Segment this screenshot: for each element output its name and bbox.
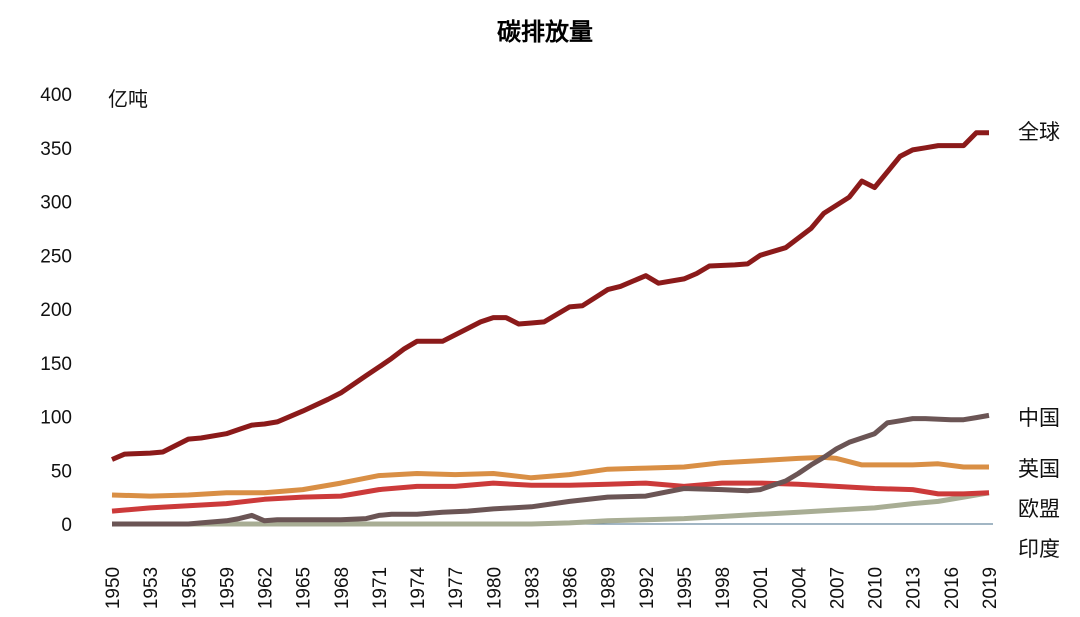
y-tick-label: 200 (40, 300, 72, 321)
x-tick-label: 1965 (294, 567, 315, 609)
series-line (112, 412, 990, 527)
x-axis-ticks: 1950 1953 1956 1959 1962 1965 1968 1971 1974 1977… (103, 566, 1001, 609)
y-tick-label: 150 (40, 354, 72, 375)
x-tick-label: 1992 (637, 567, 658, 609)
x-tick-label: 1953 (141, 567, 162, 609)
series-label: 英国 (1018, 457, 1060, 481)
y-axis-ticks: 0 50 100 150 200 250 300 350 400 (40, 85, 72, 536)
chart-title: 碳排放量 (497, 18, 593, 46)
x-tick-label: 2010 (866, 567, 887, 609)
y-tick-label: 350 (40, 139, 72, 160)
x-tick-label: 2019 (980, 567, 1001, 609)
x-tick-label: 1974 (408, 566, 429, 609)
series-line (111, 130, 989, 462)
series-lines (111, 130, 990, 527)
y-tick-label: 0 (61, 515, 72, 536)
y-tick-label: 400 (40, 85, 72, 106)
series-label: 全球 (1018, 120, 1060, 144)
y-tick-label: 300 (40, 193, 72, 214)
x-tick-label: 1956 (179, 567, 200, 609)
y-axis-label: 亿吨 (108, 87, 148, 111)
x-tick-label: 1986 (561, 567, 582, 609)
x-tick-label: 1962 (256, 567, 277, 609)
x-tick-label: 2016 (942, 567, 963, 609)
series-line (111, 454, 989, 499)
series-line (111, 480, 990, 514)
x-tick-label: 1998 (713, 567, 734, 609)
series-label: 欧盟 (1018, 497, 1060, 521)
series-line (112, 490, 990, 527)
y-tick-label: 250 (40, 246, 72, 267)
x-tick-label: 1971 (370, 567, 391, 609)
x-tick-label: 1959 (217, 567, 238, 609)
x-tick-label: 1995 (675, 567, 696, 609)
x-tick-label: 1977 (446, 567, 467, 609)
x-tick-label: 2013 (904, 567, 925, 609)
series-label: 印度 (1018, 537, 1060, 561)
x-tick-label: 1950 (103, 567, 124, 609)
x-tick-label: 1968 (332, 567, 353, 609)
x-tick-label: 2007 (827, 567, 848, 609)
x-tick-label: 1989 (599, 567, 620, 609)
x-tick-label: 1980 (484, 567, 505, 609)
series-label: 中国 (1018, 406, 1060, 430)
x-tick-label: 2004 (789, 566, 810, 609)
y-tick-label: 100 (40, 408, 72, 429)
x-tick-label: 1983 (522, 567, 543, 609)
x-tick-label: 2001 (751, 567, 772, 609)
y-tick-label: 50 (51, 461, 72, 482)
